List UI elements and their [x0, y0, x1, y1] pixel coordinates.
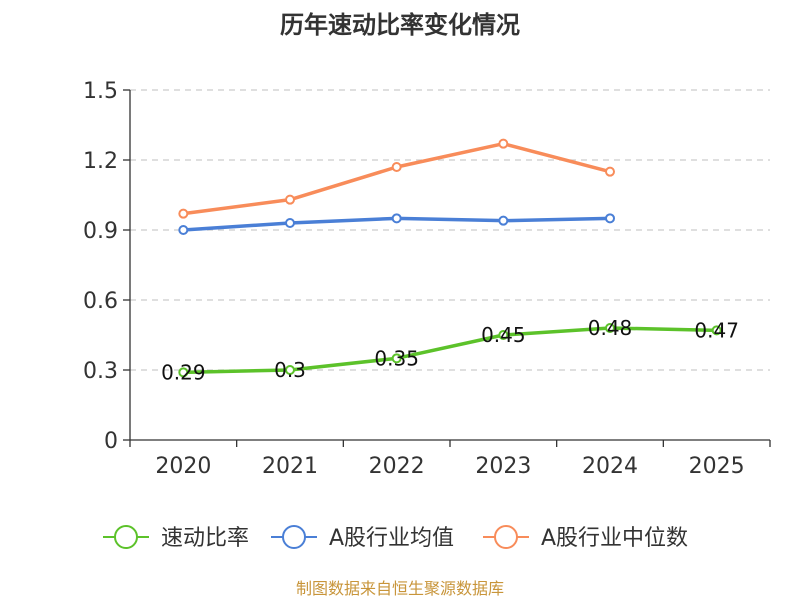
y-tick-label: 1.5 — [83, 79, 118, 104]
legend[interactable]: 速动比率 A股行业均值 A股行业中位数 — [103, 525, 688, 551]
x-tick-label: 2021 — [262, 454, 318, 479]
data-point[interactable] — [605, 213, 615, 224]
y-tick-label: 0 — [104, 429, 118, 454]
chart-title: 历年速动比率变化情况 — [280, 11, 520, 39]
axes: 0 0.3 0.6 0.9 1.2 1.5 2020 2021 2022 2023 2024 2025 — [83, 79, 771, 479]
legend-item[interactable]: A股行业中位数 — [483, 525, 688, 551]
data-point[interactable] — [498, 215, 509, 226]
source-note: 制图数据来自恒生聚源数据库 — [296, 579, 504, 598]
data-point[interactable] — [285, 365, 295, 375]
x-tick-label: 2020 — [155, 454, 211, 479]
x-tick-label: 2024 — [582, 454, 638, 479]
y-tick-label: 1.2 — [83, 149, 118, 174]
data-label: 0.3 — [274, 358, 306, 382]
data-point[interactable] — [711, 325, 722, 336]
data-point[interactable] — [391, 353, 402, 364]
x-tick-label: 2023 — [475, 454, 531, 479]
data-point[interactable] — [285, 194, 295, 205]
data-label: 0.29 — [161, 360, 206, 384]
series-line — [183, 141, 611, 216]
data-point[interactable] — [498, 138, 509, 149]
data-point[interactable] — [391, 213, 402, 224]
grid — [130, 89, 770, 371]
data-point[interactable] — [285, 218, 295, 228]
legend-marker — [114, 525, 138, 549]
legend-label: A股行业均值 — [329, 526, 454, 551]
data-point[interactable] — [178, 367, 189, 378]
data-label: 0.47 — [694, 318, 739, 342]
legend-label: A股行业中位数 — [541, 526, 688, 551]
y-tick-label: 0.3 — [83, 359, 118, 384]
x-tick-label: 2022 — [369, 454, 425, 479]
data-labels: 0.29 0.3 0.35 0.45 0.48 0.47 — [161, 316, 739, 384]
series — [178, 138, 722, 378]
data-point[interactable] — [498, 330, 509, 340]
y-tick-label: 0.6 — [83, 289, 118, 314]
legend-marker — [282, 525, 306, 549]
data-point[interactable] — [178, 208, 189, 219]
data-label: 0.45 — [481, 323, 526, 347]
y-tick-label: 0.9 — [83, 219, 118, 244]
legend-item[interactable]: A股行业均值 — [271, 525, 454, 551]
data-point[interactable] — [605, 323, 615, 333]
data-label: 0.35 — [374, 346, 419, 370]
data-point[interactable] — [178, 225, 189, 235]
legend-marker — [494, 525, 518, 549]
x-tick-label: 2025 — [689, 454, 745, 479]
data-point[interactable] — [391, 162, 402, 172]
legend-label: 速动比率 — [161, 526, 249, 551]
legend-item[interactable]: 速动比率 — [103, 525, 249, 551]
series-line — [183, 326, 717, 375]
data-label: 0.48 — [588, 316, 633, 340]
data-point[interactable] — [605, 166, 615, 177]
